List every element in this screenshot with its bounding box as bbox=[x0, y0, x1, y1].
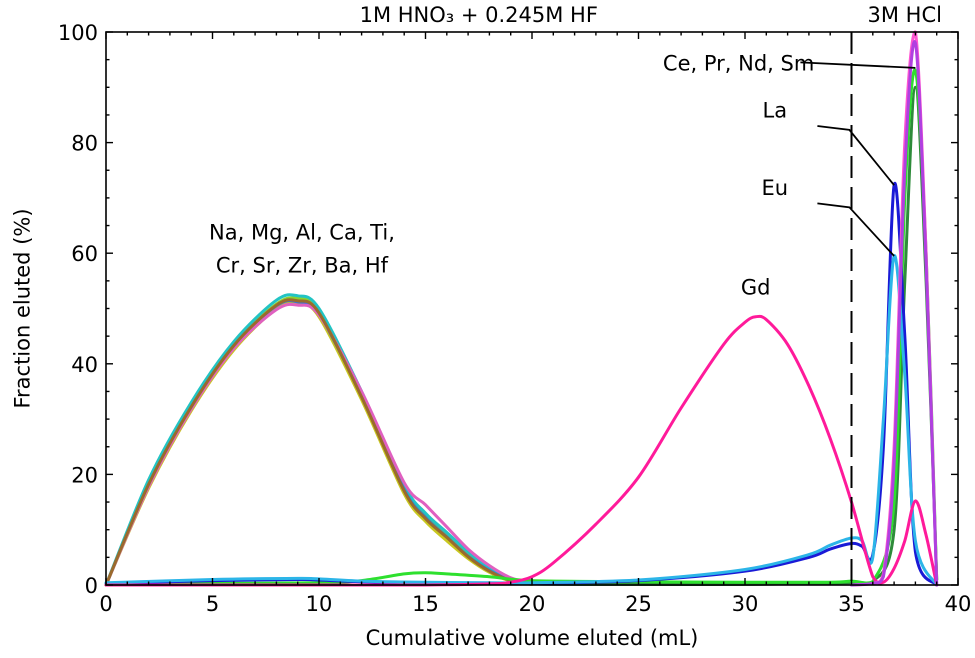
y-tick-label: 100 bbox=[58, 21, 98, 45]
series-line-13 bbox=[850, 40, 939, 587]
series-line-3 bbox=[104, 293, 534, 587]
x-axis-title: Cumulative volume eluted (mL) bbox=[366, 626, 699, 650]
leader-line-4 bbox=[817, 125, 895, 186]
x-tick-label: 15 bbox=[412, 592, 439, 616]
x-tick-label: 35 bbox=[838, 592, 865, 616]
region-label-hcl: 3M HCl bbox=[868, 3, 942, 27]
annotation-matrix-line1: Na, Mg, Al, Ca, Ti, bbox=[209, 220, 395, 244]
annotation-leaders bbox=[800, 61, 916, 257]
region-labels: 1M HNO₃ + 0.245M HF 3M HCl bbox=[360, 3, 942, 27]
leader-line-5 bbox=[817, 202, 895, 257]
leader-line-6 bbox=[800, 61, 916, 69]
x-tick-label: 30 bbox=[732, 592, 759, 616]
x-axis-ticks: 0 5 10 15 20 25 30 35 40 bbox=[99, 32, 971, 616]
annotation-ce-pr-nd-sm: Ce, Pr, Nd, Sm bbox=[663, 52, 814, 76]
annotation-gd: Gd bbox=[741, 276, 771, 300]
y-tick-label: 80 bbox=[71, 132, 98, 156]
region-label-hno3-hf: 1M HNO₃ + 0.245M HF bbox=[360, 3, 598, 27]
y-axis-title: Fraction eluted (%) bbox=[10, 208, 34, 408]
y-axis-ticks: 0 20 40 60 80 100 bbox=[58, 21, 958, 598]
y-tick-label: 0 bbox=[85, 574, 98, 598]
series-line-11 bbox=[104, 314, 939, 587]
y-tick-label: 40 bbox=[71, 353, 98, 377]
annotation-matrix-line2: Cr, Sr, Zr, Ba, Hf bbox=[216, 254, 389, 278]
x-tick-label: 0 bbox=[99, 592, 112, 616]
x-tick-label: 20 bbox=[519, 592, 546, 616]
annotation-la: La bbox=[763, 99, 788, 123]
plot-frame bbox=[105, 31, 959, 586]
x-tick-label: 5 bbox=[206, 592, 219, 616]
annotation-eu: Eu bbox=[762, 176, 789, 200]
x-tick-label: 40 bbox=[945, 592, 972, 616]
y-tick-label: 60 bbox=[71, 242, 98, 266]
y-tick-label: 20 bbox=[71, 463, 98, 487]
series-group bbox=[104, 30, 939, 587]
series-line-10 bbox=[104, 254, 939, 587]
series-line-1 bbox=[104, 85, 939, 587]
series-line-7 bbox=[104, 298, 534, 587]
annotations: Na, Mg, Al, Ca, Ti, Cr, Sr, Zr, Ba, Hf G… bbox=[209, 52, 814, 300]
series-line-8 bbox=[104, 68, 939, 586]
x-tick-label: 10 bbox=[306, 592, 333, 616]
x-tick-label: 25 bbox=[625, 592, 652, 616]
